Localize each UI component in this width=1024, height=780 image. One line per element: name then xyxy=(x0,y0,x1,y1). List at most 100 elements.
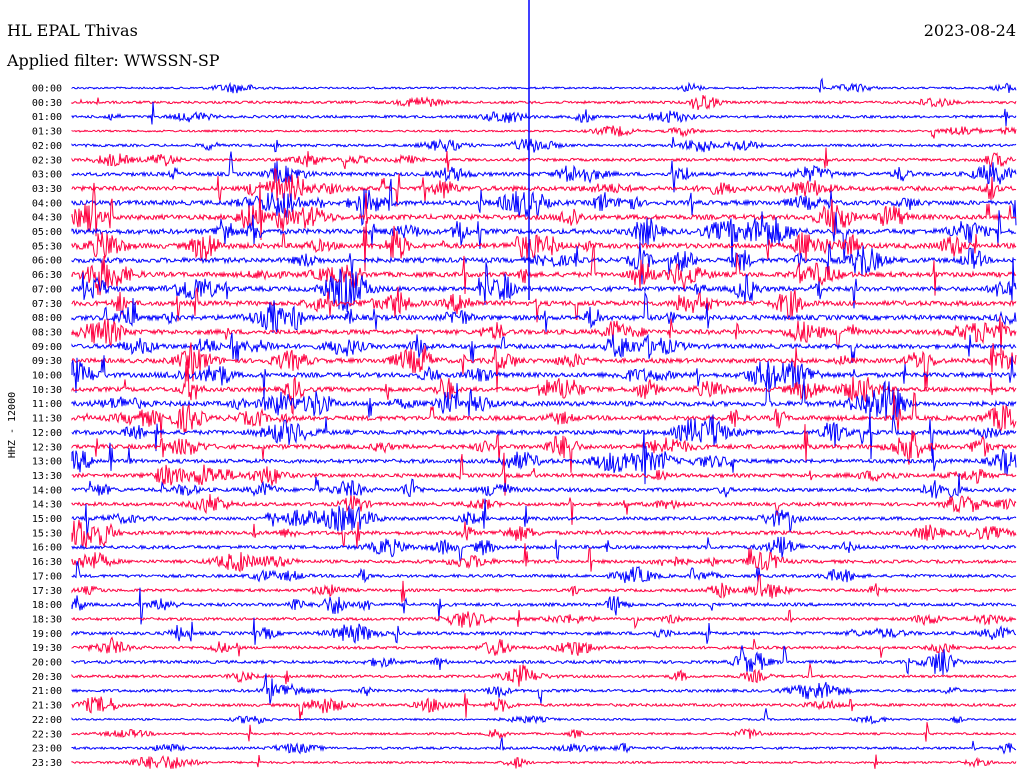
tick-label: 16:30 xyxy=(32,557,62,568)
tick-label: 23:30 xyxy=(32,758,62,769)
tick-label: 03:30 xyxy=(32,184,62,195)
tick-label: 17:00 xyxy=(32,571,62,582)
tick-label: 01:00 xyxy=(32,112,62,123)
tick-label: 15:30 xyxy=(32,528,62,539)
tick-label: 11:30 xyxy=(32,414,62,425)
trace-0330 xyxy=(71,168,1017,207)
tick-label: 01:30 xyxy=(32,127,62,138)
tick-label: 09:00 xyxy=(32,342,62,353)
tick-label: 11:00 xyxy=(32,399,62,410)
trace-0000 xyxy=(71,77,1017,94)
tick-label: 12:00 xyxy=(32,428,62,439)
trace-2300 xyxy=(71,737,1017,755)
trace-2130 xyxy=(71,693,1017,722)
tick-label: 14:00 xyxy=(32,485,62,496)
trace-2100 xyxy=(71,673,1017,705)
tick-label: 18:30 xyxy=(32,614,62,625)
tick-label: 04:30 xyxy=(32,213,62,224)
trace-1700 xyxy=(71,560,1017,584)
trace-1730 xyxy=(71,574,1017,603)
trace-0630 xyxy=(71,244,1017,296)
tick-label: 07:30 xyxy=(32,299,62,310)
tick-label: 09:30 xyxy=(32,356,62,367)
tick-label: 04:00 xyxy=(32,198,62,209)
tick-label: 13:00 xyxy=(32,457,62,468)
tick-label: 05:30 xyxy=(32,241,62,252)
applied-filter: Applied filter: WWSSN-SP xyxy=(7,51,220,70)
tick-label: 21:00 xyxy=(32,686,62,697)
trace-1930 xyxy=(71,636,1017,658)
trace-2030 xyxy=(71,663,1017,687)
tick-label: 23:00 xyxy=(32,744,62,755)
tick-label: 20:30 xyxy=(32,672,62,683)
trace-1530 xyxy=(71,519,1017,549)
trace-0730 xyxy=(71,286,1017,323)
tick-label: 15:00 xyxy=(32,514,62,525)
trace-0830 xyxy=(71,316,1017,356)
trace-0130 xyxy=(71,125,1017,139)
trace-2200 xyxy=(71,708,1017,725)
tick-label: 02:00 xyxy=(32,141,62,152)
trace-0530 xyxy=(71,220,1017,272)
trace-1830 xyxy=(71,609,1017,630)
tick-label: 22:00 xyxy=(32,715,62,726)
tick-label: 08:00 xyxy=(32,313,62,324)
trace-0600 xyxy=(71,241,1017,285)
record-date: 2023-08-24 xyxy=(923,21,1016,40)
trace-1800 xyxy=(71,587,1017,625)
tick-label: 06:00 xyxy=(32,256,62,267)
station-title: HL EPAL Thivas xyxy=(7,21,138,40)
trace-2230 xyxy=(71,722,1017,742)
trace-1130 xyxy=(71,391,1017,439)
trace-0500 xyxy=(71,210,1017,268)
trace-0900 xyxy=(71,332,1017,364)
tick-label: 12:30 xyxy=(32,442,62,453)
trace-1000 xyxy=(71,355,1017,400)
tick-label: 18:00 xyxy=(32,600,62,611)
tick-label: 05:00 xyxy=(32,227,62,238)
tick-label: 10:00 xyxy=(32,371,62,382)
trace-1200 xyxy=(71,407,1017,460)
trace-2330 xyxy=(71,754,1017,769)
trace-0100 xyxy=(71,101,1017,127)
trace-0030 xyxy=(71,94,1017,111)
tick-label: 07:00 xyxy=(32,284,62,295)
tick-label: 22:30 xyxy=(32,729,62,740)
tick-label: 16:00 xyxy=(32,543,62,554)
trace-1630 xyxy=(71,543,1017,573)
trace-0930 xyxy=(71,342,1017,393)
channel-label: HHZ - 12000 xyxy=(7,392,18,458)
trace-0400 xyxy=(71,178,1017,227)
trace-0200 xyxy=(71,136,1017,153)
tick-label: 17:30 xyxy=(32,586,62,597)
trace-0430 xyxy=(71,182,1016,241)
seismic-traces xyxy=(71,0,1017,769)
tick-label: 20:00 xyxy=(32,658,62,669)
trace-1500 xyxy=(71,498,1017,539)
tick-label: 13:30 xyxy=(32,471,62,482)
trace-0800 xyxy=(71,291,1017,334)
tick-label: 03:00 xyxy=(32,170,62,181)
trace-1430 xyxy=(71,494,1017,525)
trace-1030 xyxy=(71,359,1017,416)
tick-label: 19:00 xyxy=(32,629,62,640)
tick-label: 10:30 xyxy=(32,385,62,396)
trace-1300 xyxy=(71,429,1017,485)
tick-label: 02:30 xyxy=(32,155,62,166)
time-tick-labels: 00:00 00:30 01:00 01:30 02:00 02:30 03:00 03:30… xyxy=(32,84,62,769)
tick-label: 08:30 xyxy=(32,327,62,338)
trace-1400 xyxy=(71,473,1017,499)
tick-label: 19:30 xyxy=(32,643,62,654)
tick-label: 21:30 xyxy=(32,701,62,712)
tick-label: 00:00 xyxy=(32,84,62,95)
trace-1900 xyxy=(71,617,1017,645)
trace-1230 xyxy=(71,424,1017,473)
trace-1600 xyxy=(71,536,1017,562)
tick-label: 00:30 xyxy=(32,98,62,109)
tick-label: 14:30 xyxy=(32,500,62,511)
tick-label: 06:30 xyxy=(32,270,62,281)
trace-0230 xyxy=(71,147,1017,172)
trace-1100 xyxy=(71,369,1017,421)
trace-0700 xyxy=(71,257,1017,312)
